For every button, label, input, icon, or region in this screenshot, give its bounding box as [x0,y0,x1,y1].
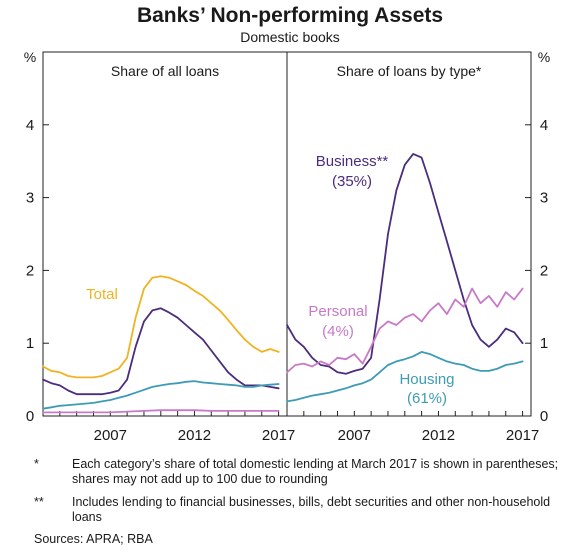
x-axis-left: 2007 2012 2017 [42,411,295,444]
series-share-business: (35%) [332,173,372,190]
series-line-left-2 [42,380,280,410]
y-axis-right: 0 1 2 3 4 [525,117,548,425]
series-group-right [286,152,524,403]
y-tick-label-left: 3 [26,190,34,207]
panel-title-right: Share of loans by type* [337,63,482,79]
y-tick-label-right: 3 [540,190,548,207]
footnote-2-mark: ** [34,495,44,509]
x-axis-right: 2007 2012 2017 [286,411,539,444]
footnote-2: ** Includes lending to financial busines… [34,495,574,527]
x-tick-label: 2012 [422,427,455,444]
series-label-business: Business** [316,153,389,170]
series-line-left-1 [42,307,280,396]
series-group-left [42,275,280,414]
panel-title-left: Share of all loans [111,63,219,79]
y-unit-left: % [24,49,36,65]
chart-subtitle: Domestic books [240,29,340,45]
y-unit-right: % [538,49,550,65]
series-label-personal: Personal [308,303,367,320]
y-tick-label-right: 2 [540,262,548,279]
series-label-housing: Housing [399,371,454,388]
footnote-2-text: Includes lending to financial businesses… [72,495,551,524]
series-label-total: Total [86,286,118,303]
x-tick-label: 2017 [506,427,539,444]
y-tick-label-right: 0 [540,408,548,425]
sources: Sources: APRA; RBA [34,532,153,546]
series-line-left-total [42,275,280,379]
footnote-1-text: Each category’s share of total domestic … [72,457,559,486]
x-tick-label: 2007 [94,427,127,444]
y-tick-label-left: 1 [26,335,34,352]
y-tick-label-left: 0 [26,408,34,425]
chart-title: Banks’ Non-performing Assets [137,4,443,27]
y-axis-left: 0 1 2 3 4 [26,117,49,425]
series-line-left-3 [42,409,280,414]
chart: Banks’ Non-performing Assets Domestic bo… [24,4,550,444]
x-tick-label: 2012 [178,427,211,444]
series-line-right-personal [286,287,524,374]
y-tick-label-right: 4 [540,117,548,134]
x-tick-label: 2017 [262,427,295,444]
y-tick-label-right: 1 [540,335,548,352]
series-line-right-housing [286,350,524,403]
series-share-personal: (4%) [322,323,354,340]
y-tick-label-left: 2 [26,262,34,279]
series-share-housing: (61%) [407,390,447,407]
footnote-1: * Each category’s share of total domesti… [34,457,574,489]
footnote-1-mark: * [34,457,39,471]
y-tick-label-left: 4 [26,117,34,134]
series-line-right-business [286,152,524,375]
x-tick-label: 2007 [338,427,371,444]
